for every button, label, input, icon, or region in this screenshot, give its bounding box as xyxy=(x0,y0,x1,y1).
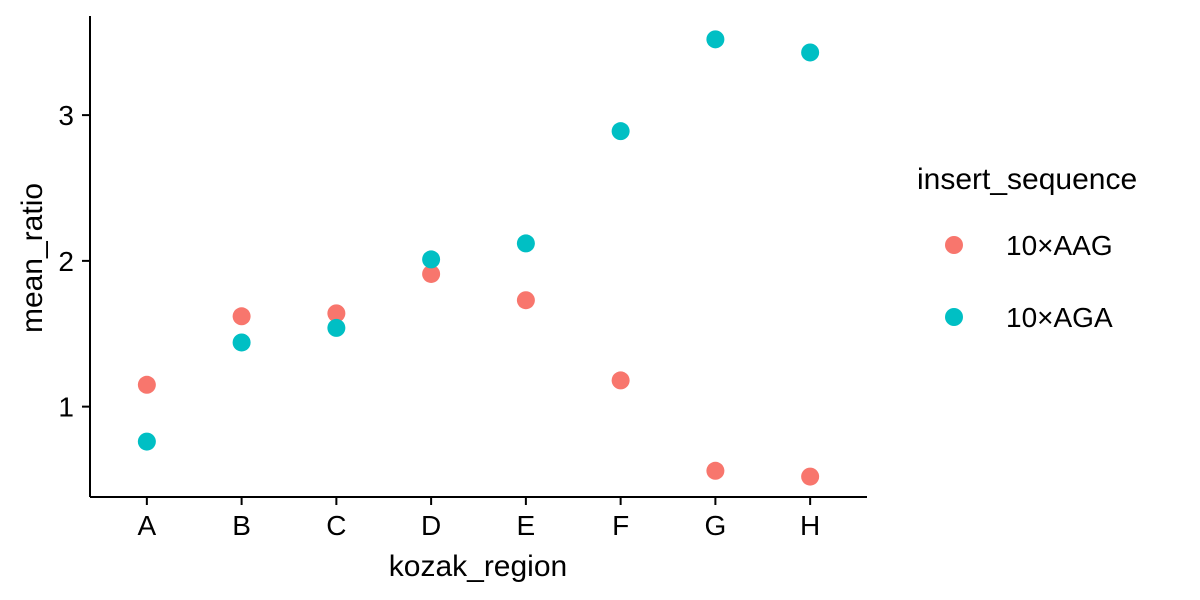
y-tick-label: 3 xyxy=(58,100,74,131)
x-axis-ticks: A B C D E F G H xyxy=(138,497,820,541)
y-tick-label: 1 xyxy=(58,392,74,423)
data-point-series-2-H xyxy=(801,43,820,62)
data-point-series-1-D xyxy=(422,264,441,283)
data-point-series-2-A xyxy=(137,432,156,451)
legend-items: 10×AAG 10×AGA xyxy=(945,230,1113,333)
data-point-series-1-F xyxy=(611,371,630,390)
x-tick-label: G xyxy=(704,510,726,541)
x-tick-label: B xyxy=(232,510,251,541)
data-point-series-2-B xyxy=(232,333,251,352)
legend: insert_sequence 10×AAG 10×AGA xyxy=(917,163,1137,333)
x-tick-label: A xyxy=(138,510,157,541)
data-point-series-1-B xyxy=(232,307,251,326)
y-axis-title: mean_ratio xyxy=(16,183,49,333)
data-point-series-1-E xyxy=(516,291,535,310)
legend-key-series-1 xyxy=(945,236,963,254)
data-point-series-2-D xyxy=(422,250,441,269)
data-points xyxy=(137,30,820,486)
data-point-series-1-C xyxy=(327,304,346,323)
y-tick-label: 2 xyxy=(58,246,74,277)
legend-title: insert_sequence xyxy=(917,163,1137,196)
data-point-series-2-C xyxy=(327,318,346,337)
data-point-series-1-G xyxy=(706,461,725,480)
legend-label-series-2: 10×AGA xyxy=(1006,302,1113,333)
x-axis-title: kozak_region xyxy=(389,550,567,583)
x-tick-label: E xyxy=(517,510,536,541)
x-tick-label: C xyxy=(326,510,346,541)
x-tick-label: F xyxy=(612,510,629,541)
x-tick-label: D xyxy=(421,510,441,541)
data-point-series-1-A xyxy=(137,375,156,394)
legend-label-series-1: 10×AAG xyxy=(1006,230,1113,261)
data-point-series-1-H xyxy=(801,467,820,486)
y-axis-ticks: 1 2 3 xyxy=(58,100,90,423)
data-point-series-2-E xyxy=(516,234,535,253)
data-point-series-2-F xyxy=(611,122,630,141)
x-tick-label: H xyxy=(800,510,820,541)
data-point-series-2-G xyxy=(706,30,725,49)
legend-key-series-2 xyxy=(945,308,963,326)
